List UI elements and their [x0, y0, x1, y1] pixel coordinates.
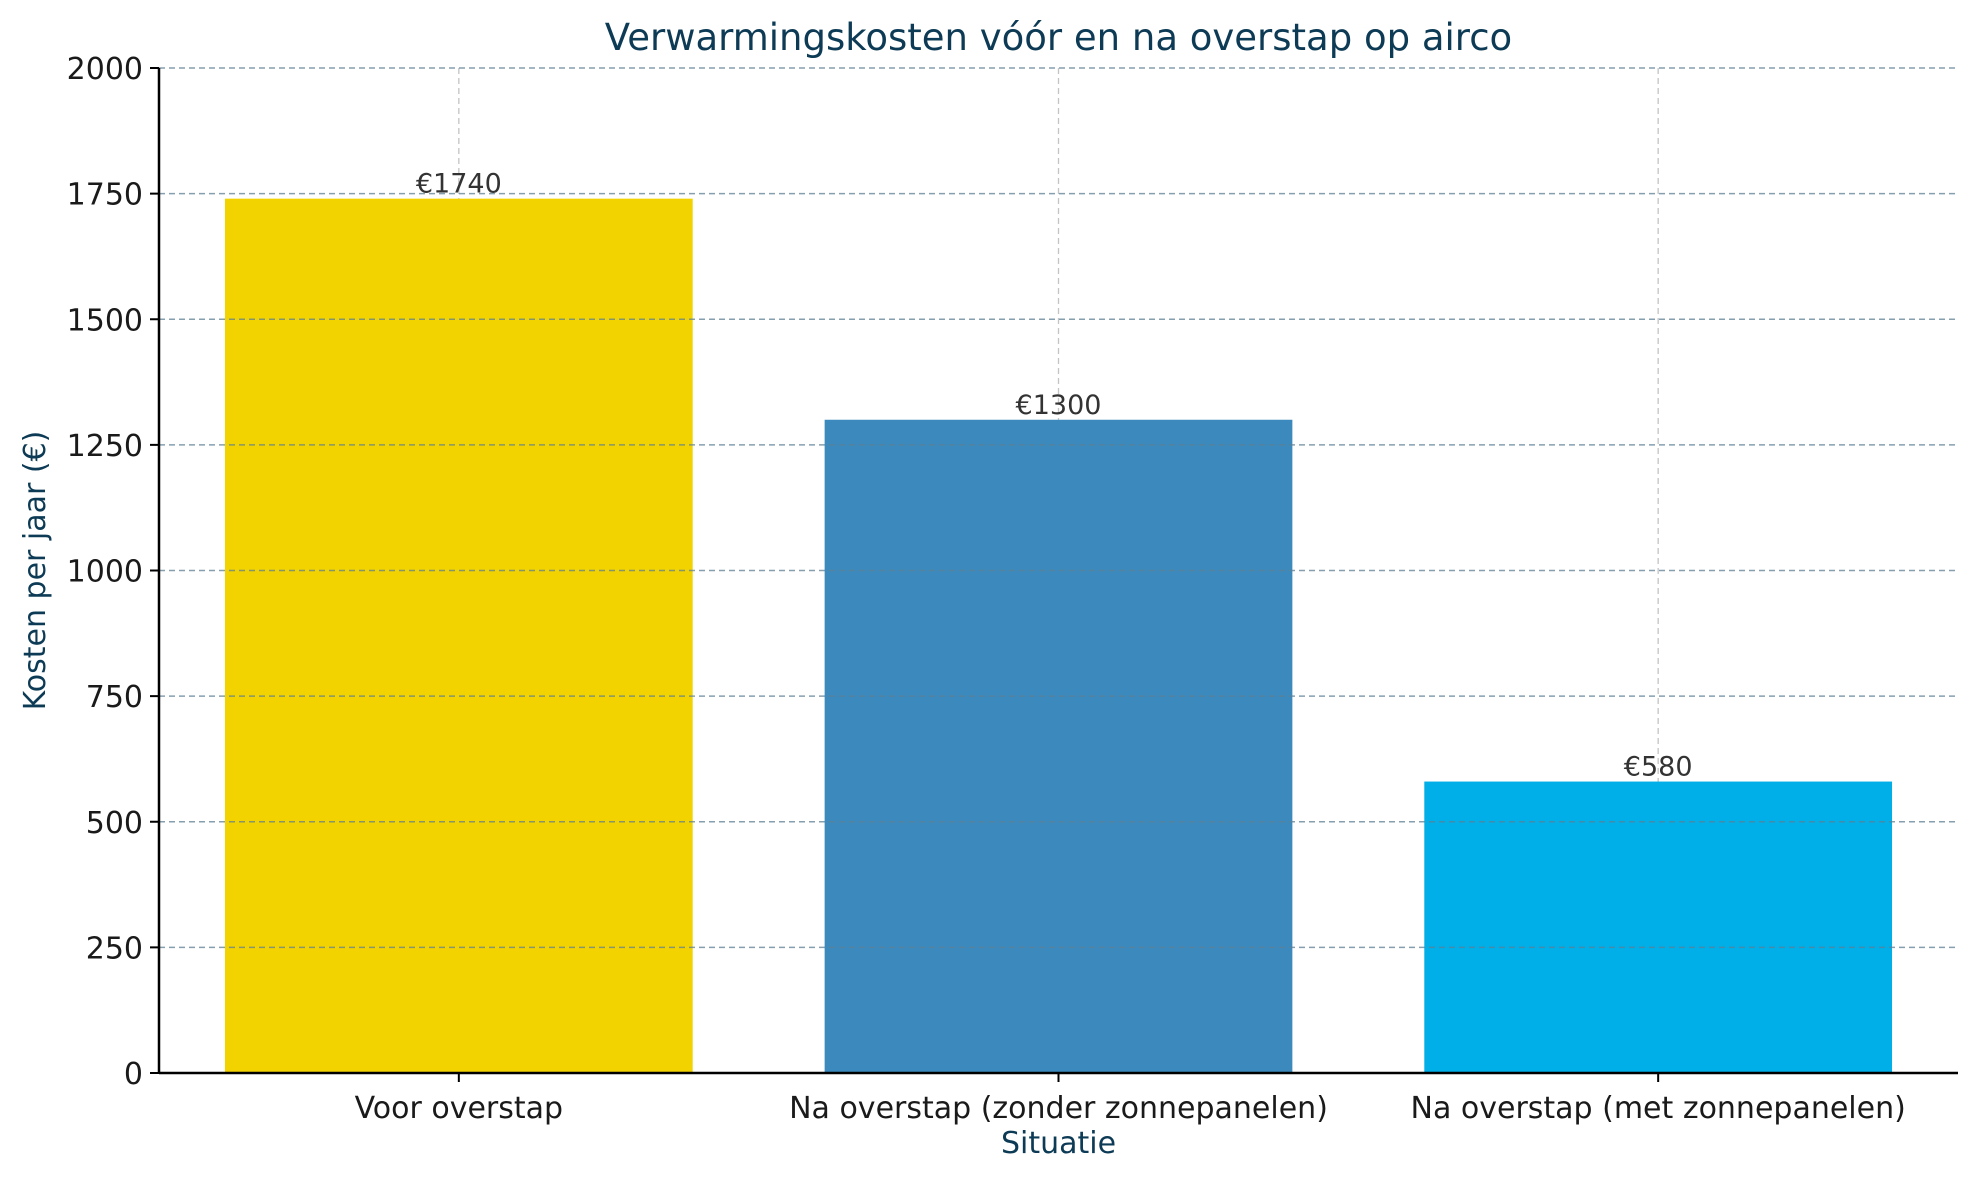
y-tick-label: 750: [86, 680, 143, 715]
bar: [1424, 781, 1893, 1073]
y-tick-label: 0: [124, 1057, 143, 1092]
x-tick-label: Na overstap (zonder zonnepanelen): [789, 1091, 1328, 1126]
y-tick-label: 1000: [67, 555, 143, 590]
data-labels: €1740 €1300 €580: [416, 169, 1693, 783]
y-tick-label: 1250: [67, 429, 143, 464]
data-label: €1300: [1016, 390, 1102, 421]
y-tick-label: 2000: [67, 52, 143, 87]
chart-title: Verwarmingskosten vóór en na overstap op…: [605, 16, 1512, 59]
x-axis-label: Situatie: [1001, 1126, 1116, 1161]
data-label: €1740: [416, 169, 502, 200]
x-tick-label: Na overstap (met zonnepanelen): [1411, 1091, 1906, 1126]
y-axis-label: Kosten per jaar (€): [18, 431, 53, 711]
y-tick-label: 250: [86, 931, 143, 966]
x-tick-label: Voor overstap: [355, 1091, 564, 1126]
y-tick-label: 500: [86, 806, 143, 841]
y-tick-label: 1750: [67, 178, 143, 213]
data-label: €580: [1624, 752, 1693, 783]
y-tick-label: 1500: [67, 303, 143, 338]
bars: [224, 198, 1893, 1073]
bar: [224, 198, 693, 1073]
x-ticks: Voor overstap Na overstap (zonder zonnepa…: [355, 1073, 1906, 1126]
y-ticks: 0 250 500 750 1000 1250 1500 1750 2000: [67, 52, 159, 1092]
bar: [824, 419, 1293, 1073]
